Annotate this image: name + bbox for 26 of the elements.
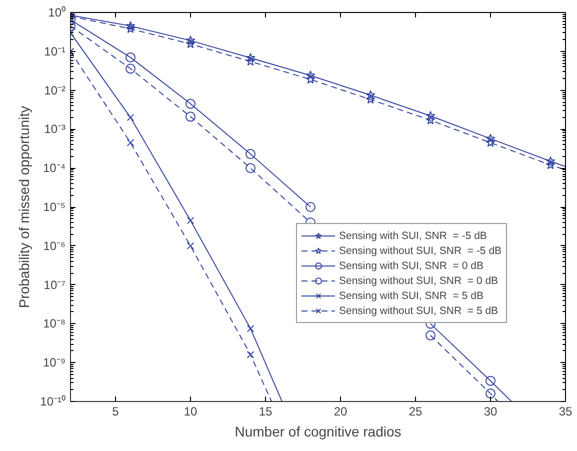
legend-label: Sensing without SUI, SNR = -5 dB xyxy=(339,244,502,258)
y-tick-label: 10⁻³ xyxy=(44,122,66,136)
x-tick-label: 10 xyxy=(184,404,198,418)
y-tick-label: 10⁰ xyxy=(48,6,66,20)
y-tick-label: 10⁻¹⁰ xyxy=(40,394,66,408)
y-tick-label: 10⁻⁵ xyxy=(43,200,66,214)
x-tick-label: 20 xyxy=(334,404,348,418)
x-tick-label: 15 xyxy=(258,404,272,418)
x-tick-label: 25 xyxy=(408,404,422,418)
legend-label: Sensing without SUI, SNR = 5 dB xyxy=(339,304,498,318)
y-tick-label: 10⁻⁶ xyxy=(43,238,66,253)
legend-label: Sensing without SUI, SNR = 0 dB xyxy=(339,274,498,288)
x-tick-label: 35 xyxy=(558,404,572,418)
y-tick-label: 10⁻⁴ xyxy=(42,161,66,176)
legend-label: Sensing with SUI, SNR = 0 dB xyxy=(339,258,484,273)
y-axis-title: Probability of missed opportunity xyxy=(16,106,32,308)
x-tick-label: 30 xyxy=(484,404,498,418)
y-tick-label: 10⁻² xyxy=(44,83,66,98)
x-axis-title: Number of cognitive radios xyxy=(234,424,402,440)
legend-label: Sensing with SUI, SNR = 5 dB xyxy=(339,288,484,303)
y-tick-label: 10⁻⁷ xyxy=(44,278,66,292)
y-tick-label: 10⁻¹ xyxy=(44,44,66,58)
legend-label: Sensing with SUI, SNR = -5 dB xyxy=(339,228,487,243)
y-tick-label: 10⁻⁹ xyxy=(43,356,66,370)
y-tick-label: 10⁻⁸ xyxy=(43,316,66,331)
x-tick-label: 5 xyxy=(112,404,120,418)
